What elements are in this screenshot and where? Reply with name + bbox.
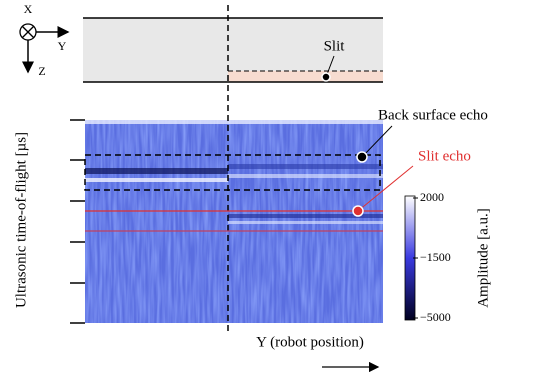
back-surface-box bbox=[84, 154, 381, 191]
colorbar-label: Amplitude [a.u.] bbox=[475, 208, 491, 308]
x-axis-label: Y (robot position) bbox=[256, 334, 364, 350]
y-axis bbox=[70, 119, 85, 324]
slit-label: Slit bbox=[324, 38, 346, 54]
y-axis-label: Ultrasonic time-of-flight [µs] bbox=[13, 132, 29, 308]
axes-icon: X Y Z bbox=[19, 2, 70, 78]
colorbar: 2000 −1500 −5000 bbox=[404, 190, 451, 324]
annotation-dot bbox=[352, 205, 364, 217]
back-surface-label: Back surface echo bbox=[378, 107, 488, 123]
axis-z-label: Z bbox=[38, 64, 45, 78]
annotation-dot bbox=[356, 151, 368, 163]
axis-y-label: Y bbox=[58, 39, 67, 53]
colorbar-tick-label: −1500 bbox=[420, 250, 451, 264]
slit-echo-label: Slit echo bbox=[418, 148, 471, 164]
schematic: Slit bbox=[83, 17, 383, 83]
colorbar-tick-label: −5000 bbox=[420, 310, 451, 324]
axis-x-label: X bbox=[24, 2, 33, 16]
bscan-image bbox=[85, 120, 383, 323]
colorbar-tick-label: 2000 bbox=[420, 190, 444, 204]
